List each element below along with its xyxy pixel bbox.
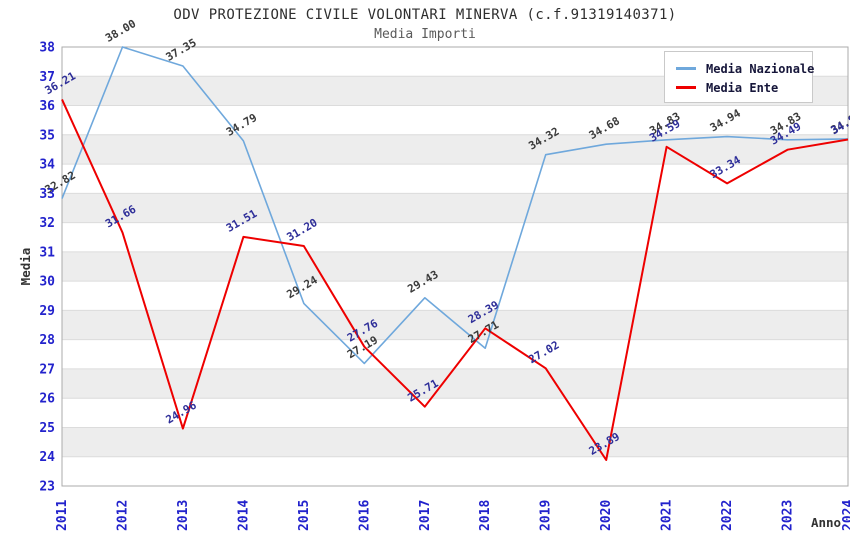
data-label-ente: 34.84 bbox=[829, 109, 850, 137]
plot-band bbox=[62, 251, 848, 282]
y-tick-label: 23 bbox=[39, 480, 55, 495]
data-label-ente: 27.02 bbox=[526, 338, 561, 366]
y-tick-label: 33 bbox=[39, 187, 55, 202]
legend-label-nazionale: Media Nazionale bbox=[706, 61, 815, 76]
x-tick-label: 2014 bbox=[236, 500, 251, 531]
plot-band bbox=[62, 310, 848, 340]
series-line-ente bbox=[61, 98, 849, 461]
x-tick-label: 2017 bbox=[418, 500, 433, 531]
legend-item-ente: Media Ente bbox=[676, 78, 812, 97]
y-tick-label: 35 bbox=[39, 128, 55, 143]
x-tick-label: 2018 bbox=[478, 500, 493, 531]
y-tick-label: 24 bbox=[39, 450, 55, 465]
y-tick-label: 28 bbox=[39, 333, 55, 348]
data-label-nazionale: 38.00 bbox=[103, 17, 138, 45]
ente-line-swatch bbox=[676, 86, 696, 89]
legend: Media Nazionale Media Ente bbox=[664, 51, 815, 103]
x-tick-label: 2019 bbox=[539, 500, 554, 531]
x-tick-label: 2015 bbox=[297, 500, 312, 531]
x-tick-label: 2016 bbox=[357, 500, 372, 531]
data-label-nazionale: 37.35 bbox=[164, 36, 199, 64]
plot-band bbox=[62, 134, 848, 165]
y-tick-label: 25 bbox=[39, 421, 55, 436]
x-axis-title: Anno bbox=[811, 515, 841, 530]
y-tick-label: 30 bbox=[39, 275, 55, 290]
x-tick-label: 2021 bbox=[660, 500, 675, 531]
x-tick-label: 2012 bbox=[115, 500, 130, 531]
chart-subtitle: Media Importi bbox=[374, 27, 476, 42]
y-tick-label: 36 bbox=[39, 99, 55, 114]
plot-border bbox=[61, 46, 849, 487]
x-tick-label: 2023 bbox=[781, 500, 796, 531]
y-tick-label: 37 bbox=[39, 70, 55, 85]
chart-title: ODV PROTEZIONE CIVILE VOLONTARI MINERVA … bbox=[173, 7, 677, 23]
y-tick-label: 26 bbox=[39, 392, 55, 407]
y-tick-label: 32 bbox=[39, 216, 55, 231]
y-tick-label: 29 bbox=[39, 304, 55, 319]
x-tick-label: 2020 bbox=[599, 500, 614, 531]
nazionale-line-swatch bbox=[676, 67, 696, 70]
y-tick-label: 38 bbox=[39, 41, 55, 56]
series-line-nazionale bbox=[61, 46, 849, 365]
y-tick-label: 34 bbox=[39, 158, 55, 173]
data-label-nazionale: 34.94 bbox=[708, 106, 744, 134]
x-tick-label: 2011 bbox=[55, 500, 70, 531]
legend-item-nazionale: Media Nazionale bbox=[676, 59, 815, 78]
x-tick-label: 2022 bbox=[720, 500, 735, 531]
x-tick-label: 2013 bbox=[176, 500, 191, 531]
x-tick-label: 2024 bbox=[841, 500, 850, 531]
plot-band bbox=[62, 193, 848, 223]
plot-band bbox=[62, 427, 848, 457]
y-tick-label: 31 bbox=[39, 245, 55, 260]
plot-band bbox=[62, 368, 848, 399]
legend-label-ente: Media Ente bbox=[706, 80, 779, 95]
y-tick-label: 27 bbox=[39, 362, 55, 377]
y-axis-title: Media bbox=[18, 248, 33, 286]
